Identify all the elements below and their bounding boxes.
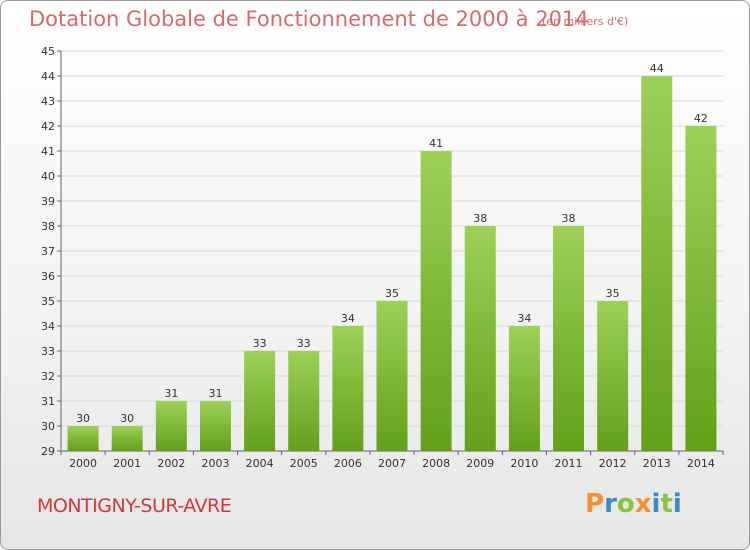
value-label-2001: 30 <box>120 412 134 425</box>
bar-2002 <box>155 401 187 451</box>
value-label-2009: 38 <box>473 212 487 225</box>
bar-2010 <box>508 326 540 451</box>
bar-2011 <box>553 226 585 451</box>
x-tick-label-2010: 2010 <box>510 457 538 470</box>
value-label-2007: 35 <box>385 287 399 300</box>
chart-unit: (en milliers d'€) <box>542 15 629 28</box>
bar-2014 <box>685 126 717 451</box>
bars <box>67 76 717 451</box>
bar-2013 <box>641 76 673 451</box>
value-label-2003: 31 <box>208 387 222 400</box>
x-tick-label-2013: 2013 <box>643 457 671 470</box>
chart-title: Dotation Globale de Fonctionnement de 20… <box>29 7 589 31</box>
value-label-2005: 33 <box>297 337 311 350</box>
logo-letter: i <box>651 489 661 519</box>
y-tick-label: 35 <box>41 295 55 308</box>
bar-2000 <box>67 426 99 451</box>
x-tick-label-2002: 2002 <box>157 457 185 470</box>
y-tick-label: 45 <box>41 45 55 58</box>
value-label-2000: 30 <box>76 412 90 425</box>
x-tick-label-2004: 2004 <box>246 457 274 470</box>
y-tick-label: 37 <box>41 245 55 258</box>
x-tick-label-2005: 2005 <box>290 457 318 470</box>
bar-2006 <box>332 326 364 451</box>
bar-2012 <box>597 301 629 451</box>
x-tick-label-2006: 2006 <box>334 457 362 470</box>
proxiti-logo[interactable]: Proxiti <box>585 489 682 519</box>
x-tick-label-2012: 2012 <box>599 457 627 470</box>
x-tick-label-2003: 2003 <box>201 457 229 470</box>
x-tick-label-2008: 2008 <box>422 457 450 470</box>
y-tick-label: 33 <box>41 345 55 358</box>
logo-letter: o <box>616 489 635 519</box>
y-tick-label: 34 <box>41 320 55 333</box>
y-tick-label: 31 <box>41 395 55 408</box>
bar-2008 <box>420 151 452 451</box>
y-tick-label: 30 <box>41 420 55 433</box>
bar-2003 <box>199 401 231 451</box>
bar-2005 <box>288 351 320 451</box>
logo-letter: r <box>604 489 617 519</box>
logo-letter: x <box>634 489 652 519</box>
commune-name: MONTIGNY-SUR-AVRE <box>37 495 232 517</box>
value-label-2002: 31 <box>164 387 178 400</box>
y-tick-label: 39 <box>41 195 55 208</box>
value-label-2013: 44 <box>650 62 664 75</box>
logo-letter: P <box>585 489 605 519</box>
value-label-2006: 34 <box>341 312 355 325</box>
x-tick-label-2009: 2009 <box>466 457 494 470</box>
logo-letter: t <box>660 489 673 519</box>
x-tick-label-2001: 2001 <box>113 457 141 470</box>
y-tick-label: 38 <box>41 220 55 233</box>
y-tick-label: 42 <box>41 120 55 133</box>
y-tick-label: 29 <box>41 445 55 458</box>
y-tick-label: 43 <box>41 95 55 108</box>
y-tick-label: 32 <box>41 370 55 383</box>
bar-2007 <box>376 301 408 451</box>
labels: 30 30 31 31 33 33 34 35 41 38 34 38 35 44 42 <box>76 62 708 425</box>
y-tick-label: 40 <box>41 170 55 183</box>
y-tick-label: 36 <box>41 270 55 283</box>
bar-2001 <box>111 426 143 451</box>
bar-2004 <box>244 351 276 451</box>
y-tick-label: 44 <box>41 70 55 83</box>
y-tick-label: 41 <box>41 145 55 158</box>
x-tick-label-2011: 2011 <box>555 457 583 470</box>
value-label-2008: 41 <box>429 137 443 150</box>
x-tick-label-2014: 2014 <box>687 457 715 470</box>
x-tick-label-2000: 2000 <box>69 457 97 470</box>
value-label-2012: 35 <box>606 287 620 300</box>
bar-2009 <box>464 226 496 451</box>
logo-letter: i <box>672 489 682 519</box>
x-tick-label-2007: 2007 <box>378 457 406 470</box>
value-label-2011: 38 <box>562 212 576 225</box>
value-label-2010: 34 <box>517 312 531 325</box>
value-label-2004: 33 <box>253 337 267 350</box>
value-label-2014: 42 <box>694 112 708 125</box>
